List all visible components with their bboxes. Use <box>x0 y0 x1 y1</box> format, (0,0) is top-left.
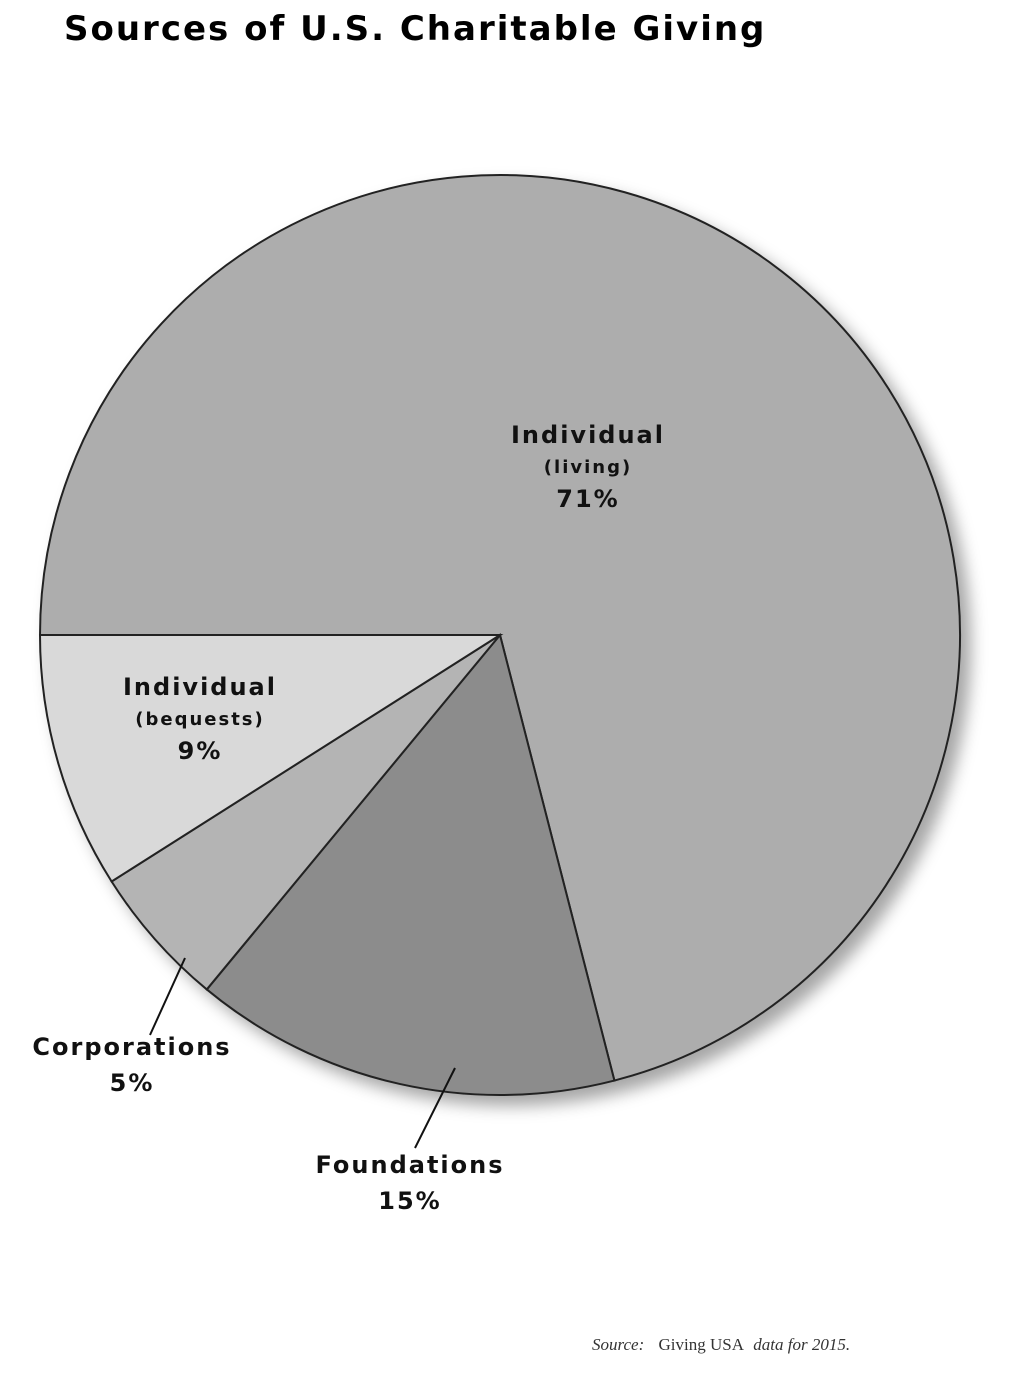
slice-label: Individual <box>123 673 277 701</box>
pie-slice <box>205 632 616 1096</box>
value-label: 5% <box>110 1069 155 1097</box>
slice-label: Foundations <box>315 1151 504 1179</box>
value-label: 15% <box>378 1187 441 1215</box>
slice-label: Corporations <box>32 1033 231 1061</box>
leader-line <box>414 1067 456 1149</box>
chart-title: Sources of U.S. Charitable Giving <box>64 9 766 49</box>
value-label: 9% <box>178 737 223 765</box>
slice-label: Individual <box>511 421 665 449</box>
source: Source: Giving USA data for 2015. <box>592 1335 850 1354</box>
pie-slice <box>38 634 504 883</box>
value-label: 71% <box>556 485 619 513</box>
pie-slice <box>38 174 961 1082</box>
slice-note: (bequests) <box>135 709 265 730</box>
leader-line <box>149 957 186 1036</box>
source-label: Source: <box>592 1335 644 1354</box>
source-detail: data for 2015. <box>753 1335 850 1354</box>
pie-slice <box>110 634 501 991</box>
labels: Individual (living) 71% Foundations 15% Corpo… <box>32 421 665 1215</box>
pie <box>38 174 961 1096</box>
source-name: Giving USA <box>659 1335 745 1354</box>
slice-note: (living) <box>544 457 632 478</box>
